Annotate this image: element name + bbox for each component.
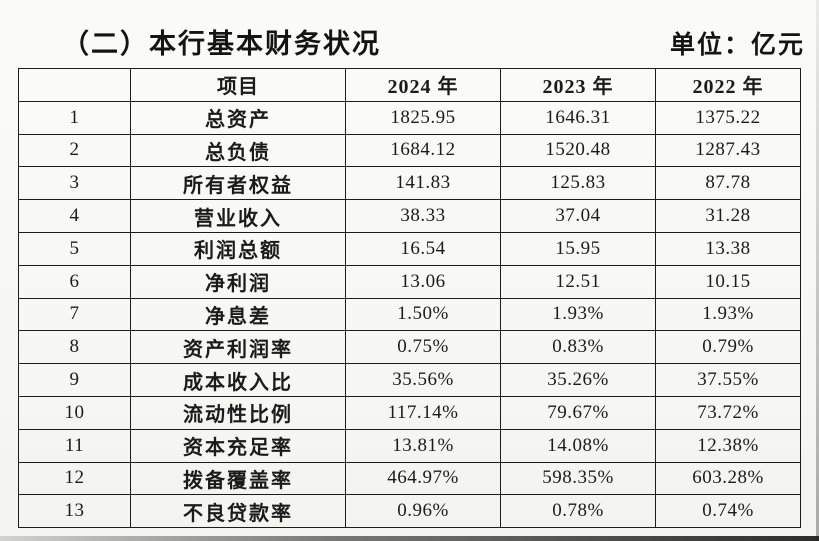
value-2024: 1825.95 <box>345 100 501 135</box>
value-2022: 37.55% <box>655 363 801 397</box>
table-row: 5 利润总额 16.54 15.95 13.38 <box>18 231 801 266</box>
value-2022: 603.28% <box>655 461 801 496</box>
value-2023: 598.35% <box>500 461 656 496</box>
value-2022: 12.38% <box>655 428 801 463</box>
header-2022: 2022 年 <box>655 68 801 102</box>
page-title: （二）本行基本财务状况 <box>62 29 381 59</box>
value-2022: 1375.22 <box>655 100 801 135</box>
value-2023: 1.93% <box>500 297 656 332</box>
row-number: 12 <box>18 461 131 496</box>
item-name: 成本收入比 <box>130 363 346 397</box>
table-row: 12 拨备覆盖率 464.97% 598.35% 603.28% <box>18 461 801 496</box>
value-2023: 14.08% <box>500 428 656 463</box>
table-row: 11 资本充足率 13.81% 14.08% 12.38% <box>18 428 801 463</box>
item-name: 净利润 <box>130 264 346 299</box>
header-item: 项目 <box>130 68 346 102</box>
value-2024: 141.83 <box>345 166 501 201</box>
value-2024: 35.56% <box>345 363 501 397</box>
value-2022: 73.72% <box>655 395 801 430</box>
value-2024: 13.81% <box>345 428 501 463</box>
value-2023: 37.04 <box>500 199 656 233</box>
value-2023: 79.67% <box>500 395 656 430</box>
header-row-number <box>18 68 131 102</box>
value-2023: 0.83% <box>500 330 656 365</box>
value-2022: 10.15 <box>655 264 801 299</box>
table-row: 4 营业收入 38.33 37.04 31.28 <box>18 199 801 233</box>
item-name: 不良贷款率 <box>130 494 346 529</box>
table-row: 13 不良贷款率 0.96% 0.78% 0.74% <box>18 494 801 529</box>
value-2022: 87.78 <box>655 166 801 201</box>
row-number: 1 <box>18 100 131 135</box>
row-number: 11 <box>18 428 131 463</box>
row-number: 7 <box>18 297 131 332</box>
value-2022: 1287.43 <box>655 133 801 168</box>
row-number: 13 <box>18 494 131 529</box>
value-2023: 35.26% <box>500 363 656 397</box>
table-row: 9 成本收入比 35.56% 35.26% 37.55% <box>18 363 801 397</box>
value-2022: 1.93% <box>655 297 801 332</box>
value-2022: 0.74% <box>655 494 801 529</box>
value-2023: 0.78% <box>500 494 656 529</box>
row-number: 10 <box>18 395 131 430</box>
item-name: 资产利润率 <box>130 330 346 365</box>
value-2024: 13.06 <box>345 264 501 299</box>
value-2024: 16.54 <box>345 231 501 266</box>
item-name: 净息差 <box>130 297 346 332</box>
item-name: 流动性比例 <box>130 395 346 430</box>
value-2023: 1646.31 <box>500 100 656 135</box>
table-row: 2 总负债 1684.12 1520.48 1287.43 <box>18 133 801 168</box>
document-header: （二）本行基本财务状况 单位：亿元 <box>62 22 805 61</box>
value-2024: 117.14% <box>345 395 501 430</box>
financial-table: 项目 2024 年 2023 年 2022 年 1 总资产 1825.95 1646.… <box>18 68 801 529</box>
item-name: 拨备覆盖率 <box>130 461 346 496</box>
scan-edge-right <box>816 0 819 541</box>
table-row: 10 流动性比例 117.14% 79.67% 73.72% <box>18 395 801 430</box>
item-name: 营业收入 <box>130 199 346 233</box>
row-number: 4 <box>18 199 131 233</box>
row-number: 6 <box>18 264 131 299</box>
table-body: 1 总资产 1825.95 1646.31 1375.22 2 总负债 1684.12 1520… <box>18 100 801 529</box>
table-row: 6 净利润 13.06 12.51 10.15 <box>18 264 801 299</box>
value-2023: 1520.48 <box>500 133 656 168</box>
row-number: 8 <box>18 330 131 365</box>
value-2024: 1.50% <box>345 297 501 332</box>
value-2024: 1684.12 <box>345 133 501 168</box>
header-2024: 2024 年 <box>345 68 501 102</box>
value-2022: 31.28 <box>655 199 801 233</box>
value-2022: 13.38 <box>655 231 801 266</box>
table-header-row: 项目 2024 年 2023 年 2022 年 <box>18 68 801 102</box>
unit-label: 单位：亿元 <box>669 32 805 59</box>
table-row: 8 资产利润率 0.75% 0.83% 0.79% <box>18 330 801 365</box>
item-name: 所有者权益 <box>130 166 346 201</box>
item-name: 利润总额 <box>130 231 346 266</box>
value-2022: 0.79% <box>655 330 801 365</box>
row-number: 3 <box>18 166 131 201</box>
row-number: 2 <box>18 133 131 168</box>
value-2024: 0.96% <box>345 494 501 529</box>
table-row: 1 总资产 1825.95 1646.31 1375.22 <box>18 100 801 135</box>
item-name: 总负债 <box>130 133 346 168</box>
value-2023: 15.95 <box>500 231 656 266</box>
table-row: 3 所有者权益 141.83 125.83 87.78 <box>18 166 801 201</box>
value-2023: 125.83 <box>500 166 656 201</box>
item-name: 资本充足率 <box>130 428 346 463</box>
scan-edge-bottom <box>0 536 819 541</box>
row-number: 5 <box>18 231 131 266</box>
value-2024: 38.33 <box>345 199 501 233</box>
table-row: 7 净息差 1.50% 1.93% 1.93% <box>18 297 801 332</box>
row-number: 9 <box>18 363 131 397</box>
item-name: 总资产 <box>130 100 346 135</box>
value-2024: 464.97% <box>345 461 501 496</box>
header-2023: 2023 年 <box>500 68 656 102</box>
value-2023: 12.51 <box>500 264 656 299</box>
value-2024: 0.75% <box>345 330 501 365</box>
